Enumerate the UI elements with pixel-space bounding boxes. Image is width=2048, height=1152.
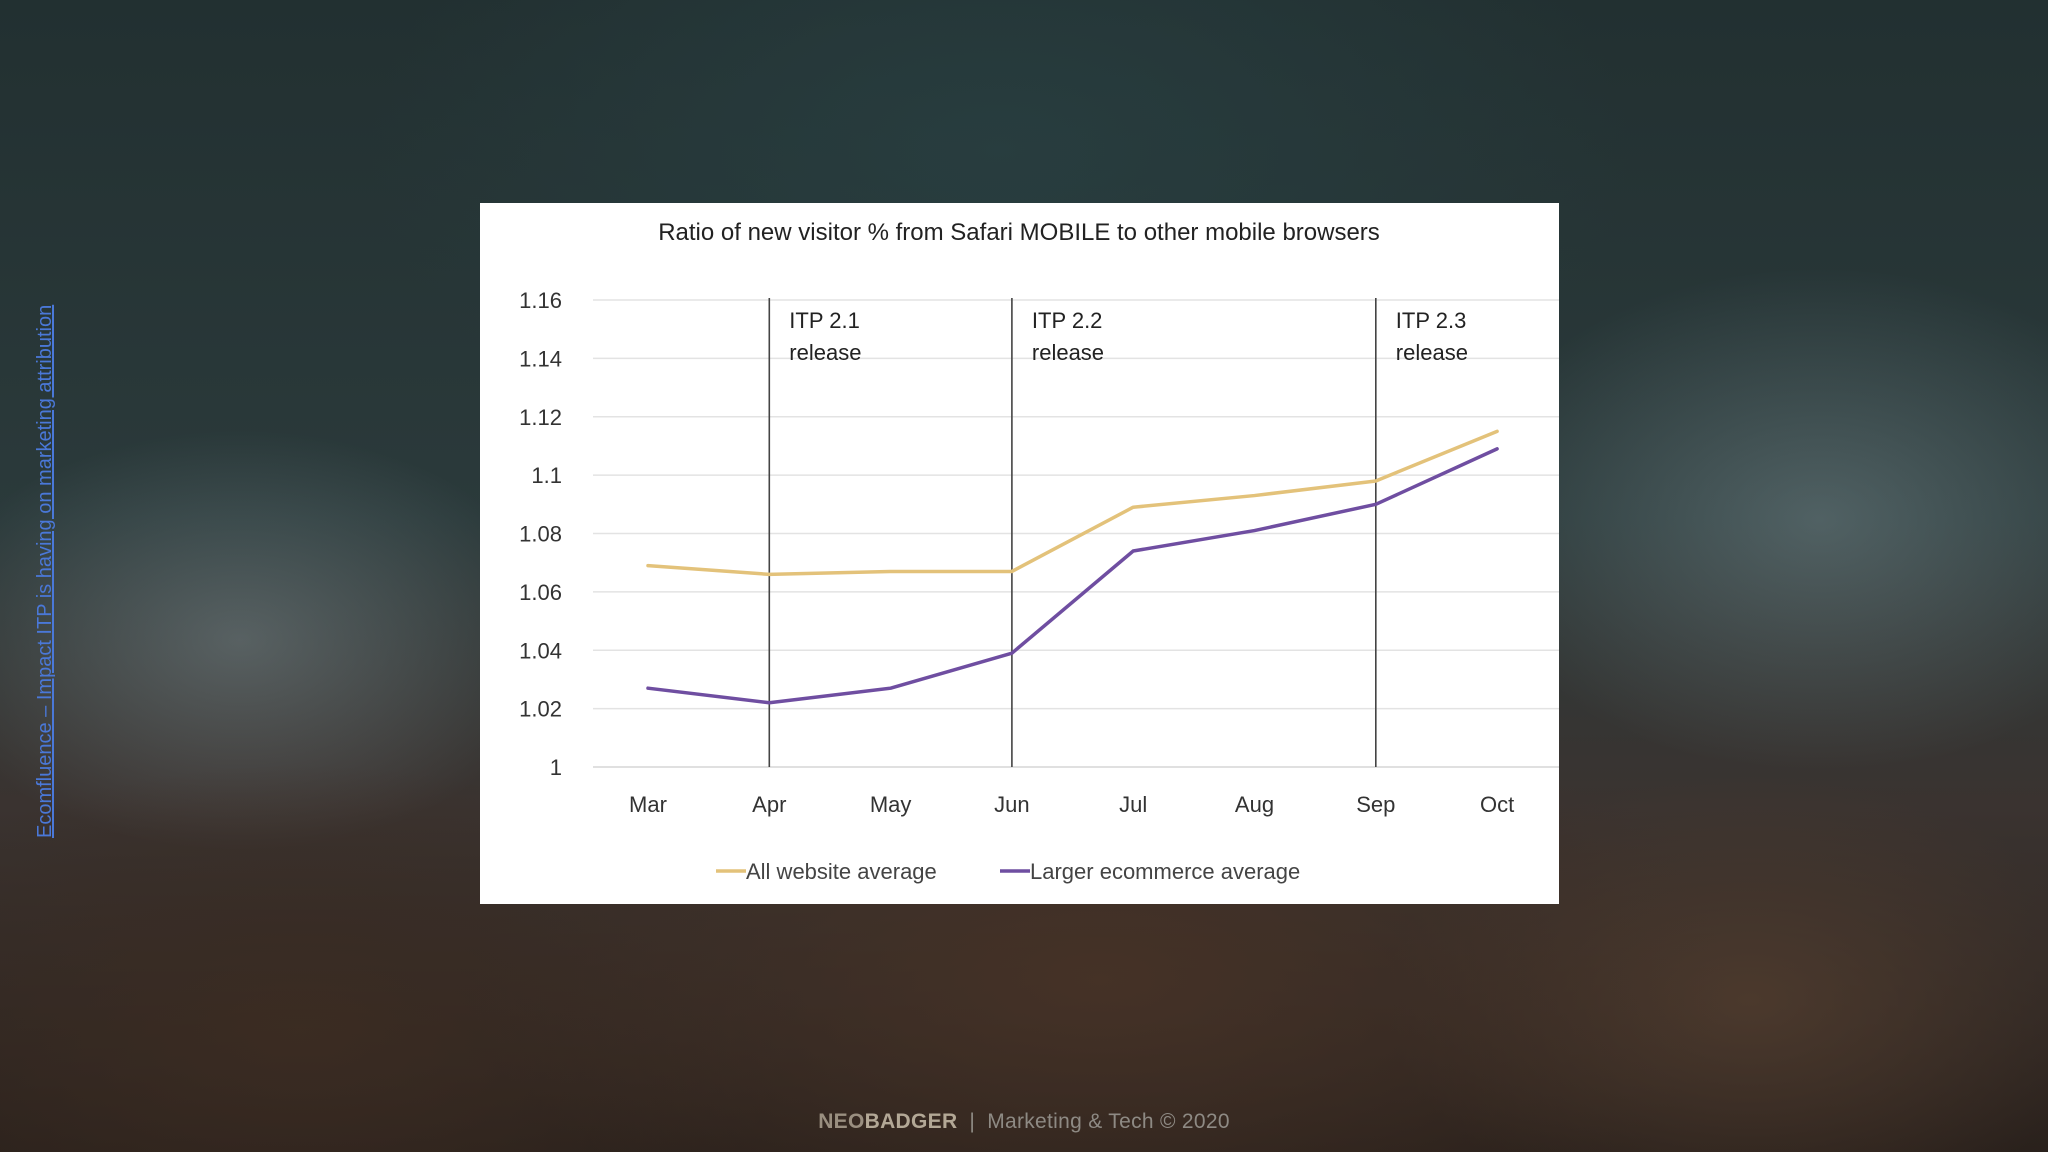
x-tick-label: Aug xyxy=(1235,792,1274,817)
footer-tagline: Marketing & Tech © 2020 xyxy=(987,1110,1230,1133)
release-annotation-title: ITP 2.1 xyxy=(789,308,860,333)
footer: NEOBADGER | Marketing & Tech © 2020 xyxy=(0,1110,2048,1134)
legend-label: Larger ecommerce average xyxy=(1030,859,1300,884)
y-tick-label: 1.06 xyxy=(519,580,562,605)
y-tick-label: 1 xyxy=(550,755,562,780)
y-tick-label: 1.02 xyxy=(519,697,562,722)
x-tick-label: Jun xyxy=(994,792,1029,817)
chart-title: Ratio of new visitor % from Safari MOBIL… xyxy=(658,219,1380,246)
legend-label: All website average xyxy=(746,859,937,884)
chart-card: Ratio of new visitor % from Safari MOBIL… xyxy=(480,203,1559,904)
x-tick-label: Oct xyxy=(1480,792,1514,817)
x-tick-label: Sep xyxy=(1356,792,1395,817)
y-tick-label: 1.08 xyxy=(519,522,562,547)
release-annotation-subtitle: release xyxy=(789,340,861,365)
series-line-1 xyxy=(646,429,1499,577)
side-article-link[interactable]: Ecomfluence – Impact ITP is having on ma… xyxy=(34,304,56,838)
y-tick-label: 1.12 xyxy=(519,405,562,430)
footer-separator: | xyxy=(969,1110,976,1133)
x-tick-label: Mar xyxy=(629,792,667,817)
series-line-2 xyxy=(646,447,1499,705)
y-tick-label: 1.14 xyxy=(519,346,562,371)
footer-brand-neo: NEO xyxy=(818,1110,865,1133)
y-tick-label: 1.04 xyxy=(519,638,562,663)
release-annotation-subtitle: release xyxy=(1396,340,1468,365)
y-tick-label: 1.16 xyxy=(519,288,562,313)
x-tick-label: Jul xyxy=(1119,792,1147,817)
footer-brand-badger: BADGER xyxy=(864,1110,958,1133)
release-annotation-subtitle: release xyxy=(1032,340,1104,365)
release-annotation-title: ITP 2.2 xyxy=(1032,308,1103,333)
line-chart: Ratio of new visitor % from Safari MOBIL… xyxy=(519,219,1559,884)
x-tick-label: Apr xyxy=(752,792,786,817)
y-tick-label: 1.1 xyxy=(531,463,562,488)
release-annotation-title: ITP 2.3 xyxy=(1396,308,1467,333)
x-tick-label: May xyxy=(870,792,912,817)
